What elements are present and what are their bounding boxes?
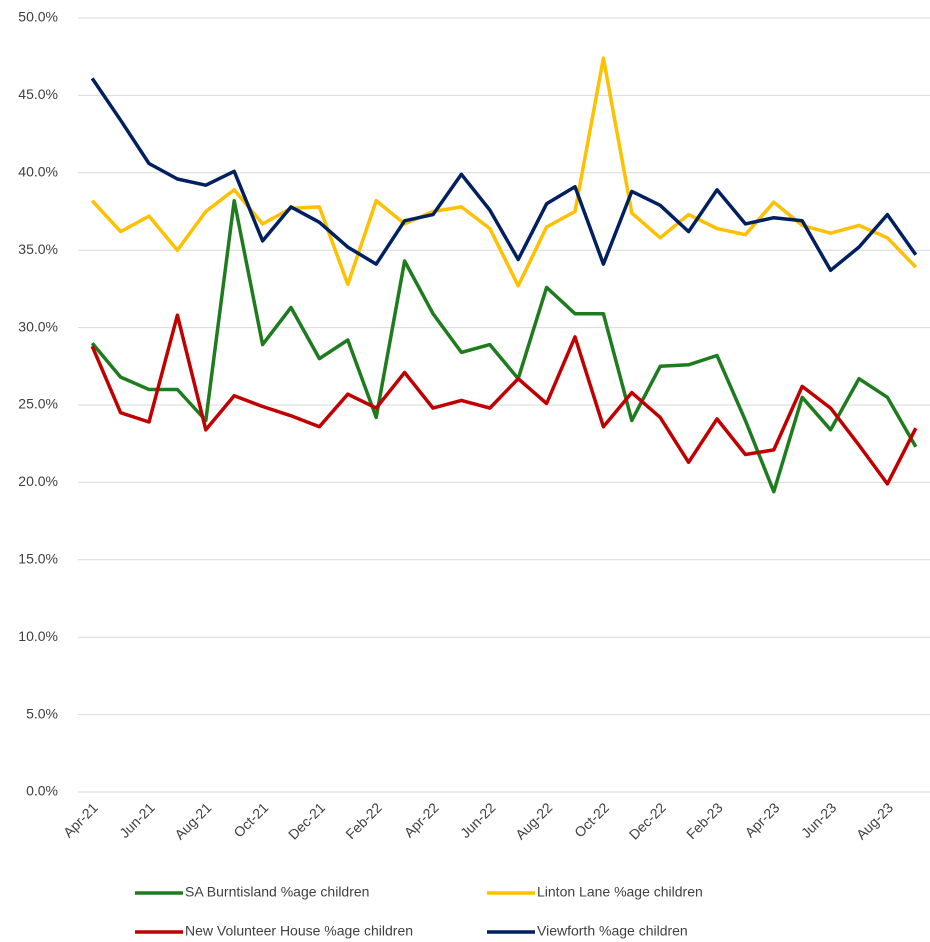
legend-label: Linton Lane %age children (537, 884, 703, 900)
x-tick-label: Aug-22 (512, 799, 555, 842)
x-tick-label: Jun-22 (457, 799, 499, 841)
x-tick-label: Aug-23 (853, 799, 896, 842)
x-tick-label: Apr-22 (401, 799, 442, 840)
y-tick-label: 20.0% (18, 473, 58, 489)
x-tick-label: Oct-21 (230, 799, 271, 840)
legend-label: SA Burntisland %age children (185, 884, 369, 900)
y-tick-label: 30.0% (18, 318, 58, 334)
x-tick-label: Feb-22 (342, 799, 385, 842)
y-tick-label: 25.0% (18, 396, 58, 412)
x-tick-label: Apr-23 (742, 799, 783, 840)
x-tick-label: Aug-21 (171, 799, 214, 842)
y-tick-label: 10.0% (18, 628, 58, 644)
series-line (90, 313, 918, 486)
y-tick-label: 15.0% (18, 551, 58, 567)
x-tick-label: Jun-21 (116, 799, 158, 841)
x-tick-label: Dec-21 (285, 799, 328, 842)
legend-label: Viewforth %age children (537, 923, 688, 939)
y-tick-label: 0.0% (26, 783, 58, 799)
x-tick-label: Jun-23 (798, 799, 840, 841)
x-tick-label: Oct-22 (571, 799, 612, 840)
x-tick-label: Apr-21 (60, 799, 101, 840)
y-tick-label: 5.0% (26, 705, 58, 721)
y-tick-label: 40.0% (18, 164, 58, 180)
y-tick-label: 35.0% (18, 241, 58, 257)
x-tick-label: Feb-23 (683, 799, 726, 842)
y-tick-label: 45.0% (18, 86, 58, 102)
series-line (90, 77, 918, 273)
y-tick-label: 50.0% (18, 9, 58, 25)
series-line (90, 198, 918, 494)
legend-label: New Volunteer House %age children (185, 923, 413, 939)
x-tick-label: Dec-22 (626, 799, 669, 842)
series-line (90, 56, 918, 288)
